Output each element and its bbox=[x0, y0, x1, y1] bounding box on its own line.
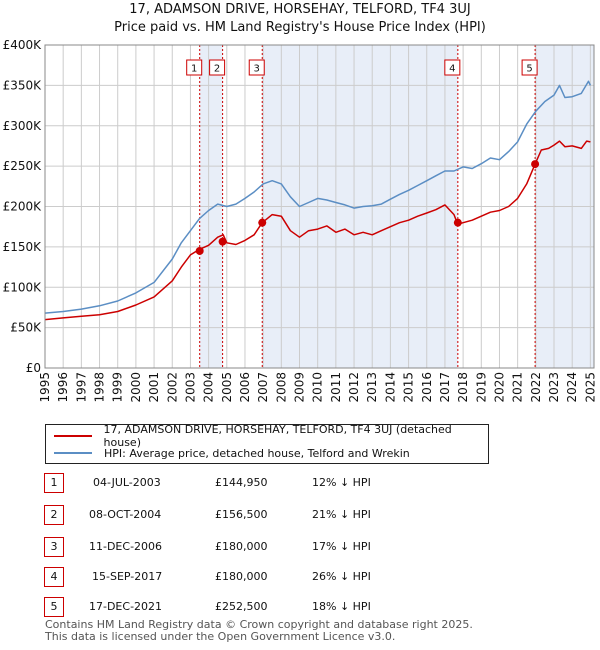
x-tick-label: 2010 bbox=[311, 372, 325, 403]
legend-label-hpi: HPI: Average price, detached house, Telf… bbox=[104, 446, 410, 460]
y-tick-label: £250K bbox=[3, 159, 43, 173]
row-badge: 2 bbox=[44, 505, 64, 525]
row-badge: 5 bbox=[44, 597, 64, 617]
footer-attribution: Contains HM Land Registry data © Crown c… bbox=[45, 619, 473, 643]
price-chart: 1 2 3 4 5 £0 £50K £100K £150K £200K £250K £300K £350… bbox=[3, 38, 598, 403]
sale-point-2 bbox=[218, 237, 227, 246]
x-tick-label: 2021 bbox=[511, 372, 525, 403]
row-price: £144,950 bbox=[215, 476, 268, 489]
y-tick-label: £400K bbox=[3, 38, 43, 52]
series-line-hpi bbox=[44, 80, 592, 314]
sale-badge-box-5 bbox=[521, 59, 538, 76]
y-tick-label: £0 bbox=[26, 361, 41, 375]
legend-swatch-property bbox=[54, 435, 92, 437]
row-price: £180,000 bbox=[215, 540, 268, 553]
x-tick-label: 1999 bbox=[111, 372, 125, 403]
x-tick-label: 2013 bbox=[365, 372, 379, 403]
sale-point-5 bbox=[531, 160, 540, 169]
x-tick-label: 2022 bbox=[529, 372, 543, 403]
legend-swatch-hpi bbox=[54, 452, 92, 454]
sale-badge-box-2 bbox=[209, 59, 226, 76]
row-date: 17-DEC-2021 bbox=[89, 600, 163, 613]
table-row: 4 15-SEP-2017 £180,000 26% ↓ HPI bbox=[0, 567, 600, 589]
x-tick-label: 2003 bbox=[183, 372, 197, 403]
y-tick-label: £300K bbox=[3, 119, 43, 133]
row-date: 15-SEP-2017 bbox=[92, 570, 163, 583]
sale-badge-label-1: 1 bbox=[191, 64, 197, 75]
table-row: 3 11-DEC-2006 £180,000 17% ↓ HPI bbox=[0, 537, 600, 559]
sale-badge-label-4: 4 bbox=[449, 64, 455, 75]
x-tick-label: 2011 bbox=[329, 372, 343, 403]
sale-badge-label-3: 3 bbox=[254, 64, 260, 75]
x-tick-label: 2024 bbox=[565, 372, 579, 403]
y-tick-label: £350K bbox=[3, 78, 43, 92]
x-tick-label: 2008 bbox=[274, 372, 288, 403]
footer-line-1: Contains HM Land Registry data © Crown c… bbox=[45, 618, 473, 631]
x-tick-label: 2025 bbox=[583, 372, 597, 403]
x-tick-label: 2006 bbox=[238, 372, 252, 403]
row-price: £180,000 bbox=[215, 570, 268, 583]
plot-border bbox=[44, 44, 595, 369]
y-tick-label: £100K bbox=[3, 280, 43, 294]
row-delta: 18% ↓ HPI bbox=[312, 600, 371, 613]
x-tick-label: 2014 bbox=[383, 372, 397, 403]
y-tick-label: £200K bbox=[3, 200, 43, 214]
x-tick-label: 2004 bbox=[202, 372, 216, 403]
sale-point-4 bbox=[453, 218, 462, 227]
sale-point-3 bbox=[258, 218, 267, 227]
x-tick-label: 2018 bbox=[456, 372, 470, 403]
row-badge: 4 bbox=[44, 567, 64, 587]
table-row: 5 17-DEC-2021 £252,500 18% ↓ HPI bbox=[0, 597, 600, 619]
x-tick-label: 2005 bbox=[220, 372, 234, 403]
x-tick-label: 2019 bbox=[474, 372, 488, 403]
x-tick-label: 2002 bbox=[165, 372, 179, 403]
row-price: £252,500 bbox=[215, 600, 268, 613]
x-tick-label: 2016 bbox=[420, 372, 434, 403]
x-tick-label: 1997 bbox=[74, 372, 88, 403]
sale-badge-box-1 bbox=[186, 59, 203, 76]
x-tick-label: 2015 bbox=[402, 372, 416, 403]
x-tick-label: 2000 bbox=[129, 372, 143, 403]
row-delta: 12% ↓ HPI bbox=[312, 476, 371, 489]
chart-subtitle: Price paid vs. HM Land Registry's House … bbox=[114, 20, 486, 35]
x-tick-label: 2023 bbox=[547, 372, 561, 403]
sale-point-1 bbox=[195, 246, 204, 255]
row-price: £156,500 bbox=[215, 508, 268, 521]
legend-item-property: 17, ADAMSON DRIVE, HORSEHAY, TELFORD, TF… bbox=[54, 423, 488, 449]
x-tick-label: 2017 bbox=[438, 372, 452, 403]
legend-item-hpi: HPI: Average price, detached house, Telf… bbox=[54, 445, 410, 461]
row-delta: 26% ↓ HPI bbox=[312, 570, 371, 583]
y-tick-label: £50K bbox=[10, 321, 42, 335]
row-date: 04-JUL-2003 bbox=[93, 476, 161, 489]
footer-line-2: This data is licensed under the Open Gov… bbox=[45, 630, 396, 643]
chart-title: 17, ADAMSON DRIVE, HORSEHAY, TELFORD, TF… bbox=[129, 2, 471, 17]
x-tick-label: 2009 bbox=[293, 372, 307, 403]
sale-badge-label-5: 5 bbox=[526, 64, 532, 75]
sale-badge-label-2: 2 bbox=[214, 64, 220, 75]
x-tick-label: 2001 bbox=[147, 372, 161, 403]
sale-badge-box-4 bbox=[444, 59, 461, 76]
y-tick-label: £150K bbox=[3, 240, 43, 254]
x-tick-label: 2020 bbox=[492, 372, 506, 403]
row-badge: 3 bbox=[44, 537, 64, 557]
x-tick-label: 1996 bbox=[56, 372, 70, 403]
sale-badge-box-3 bbox=[248, 59, 265, 76]
x-tick-label: 2012 bbox=[347, 372, 361, 403]
row-date: 08-OCT-2004 bbox=[89, 508, 162, 521]
table-row: 1 04-JUL-2003 £144,950 12% ↓ HPI bbox=[0, 473, 600, 495]
row-delta: 17% ↓ HPI bbox=[312, 540, 371, 553]
x-tick-label: 1998 bbox=[93, 372, 107, 403]
legend-label-property: 17, ADAMSON DRIVE, HORSEHAY, TELFORD, TF… bbox=[103, 423, 452, 449]
legend: 17, ADAMSON DRIVE, HORSEHAY, TELFORD, TF… bbox=[45, 423, 489, 464]
row-badge: 1 bbox=[44, 473, 64, 493]
row-delta: 21% ↓ HPI bbox=[312, 508, 371, 521]
x-tick-label: 2007 bbox=[256, 372, 270, 403]
table-row: 2 08-OCT-2004 £156,500 21% ↓ HPI bbox=[0, 505, 600, 527]
row-date: 11-DEC-2006 bbox=[89, 540, 163, 553]
x-tick-label: 1995 bbox=[38, 372, 52, 403]
